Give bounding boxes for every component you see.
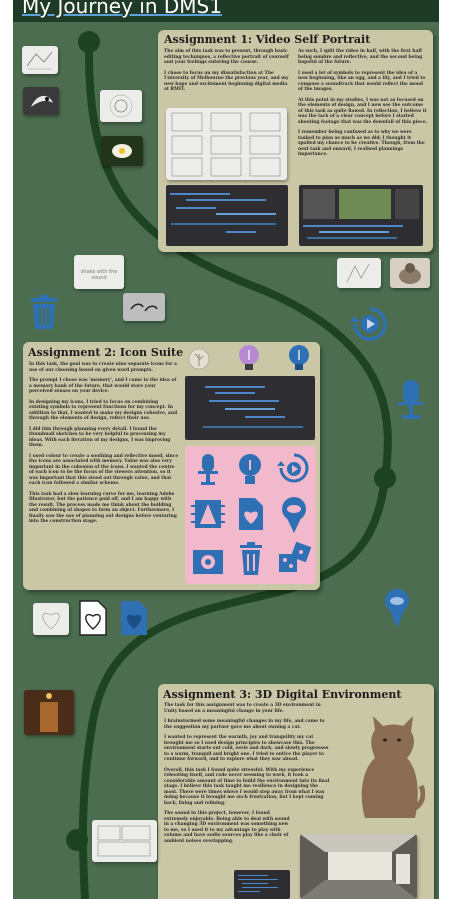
- assignment-1-card: Assignment 1: Video Self Portrait The ai…: [158, 30, 433, 252]
- heart-sketch-thumbnail[interactable]: [33, 603, 69, 635]
- tree-chip-icon: [191, 496, 225, 532]
- video-timeline-screenshot[interactable]: [166, 185, 288, 246]
- microphone-icon-large: [394, 378, 428, 424]
- replay-icon: [277, 452, 311, 486]
- board-title: My Journey in DMS1: [22, 0, 222, 18]
- birds-photo-thumbnail[interactable]: [123, 293, 165, 321]
- heart-file-outline-icon: [77, 598, 109, 638]
- heart-file-icon-blue: [118, 598, 150, 638]
- assignment-2-card: Assignment 2: Icon Suite In this task, t…: [23, 342, 320, 590]
- camera-icon: [191, 544, 225, 576]
- assignment-3-card: Assignment 3: 3D Digital Environment The…: [158, 684, 434, 899]
- lightbulb-icon-purple: [237, 344, 261, 374]
- dice-icon: [277, 542, 311, 578]
- cat-photo-thumbnail[interactable]: [390, 258, 430, 288]
- lightbulb-icon-blue: [287, 344, 311, 374]
- cloud-pin-icon-large: [384, 588, 410, 630]
- icon-suite-grid: [185, 446, 316, 584]
- replay-icon: [350, 305, 390, 343]
- video-editor-screenshot[interactable]: [299, 185, 423, 246]
- plant-sketch-icon: [188, 346, 210, 372]
- journey-board: My Journey in DMS1 Assignment 1: Video S…: [13, 0, 439, 899]
- heart-file-icon: [237, 496, 265, 532]
- lily-photo-thumbnail[interactable]: [101, 136, 143, 166]
- sound-sketch-note[interactable]: shake with the sound: [74, 255, 124, 289]
- hand-sketch-thumbnail[interactable]: [337, 258, 381, 288]
- lightbulb-icon: [237, 452, 263, 488]
- assignment-1-text-col-1: The aim of this task was to present, thr…: [164, 49, 289, 92]
- bird-photo-thumbnail[interactable]: [23, 87, 59, 115]
- assignment-1-title: Assignment 1: Video Self Portrait: [164, 33, 371, 46]
- assignment-1-text-col-2: As such, I split the video in half, with…: [298, 49, 428, 157]
- microphone-icon: [195, 452, 221, 488]
- sketch-thumbnail-1[interactable]: [22, 46, 58, 74]
- 3d-environment-screenshot[interactable]: [300, 834, 417, 899]
- trash-icon-small: [239, 542, 263, 576]
- assignment-2-text: In this task, the goal was to create nin…: [29, 362, 179, 524]
- header-bar: [13, 0, 439, 22]
- trash-icon: [29, 294, 59, 330]
- flower-sketch-thumbnail[interactable]: [100, 90, 142, 122]
- doorway-photo-thumbnail[interactable]: [24, 690, 74, 735]
- sketch-note-text: shake with the sound: [80, 269, 118, 281]
- cat-statue-image: [351, 710, 425, 822]
- floor-plan-sketch[interactable]: [92, 820, 157, 862]
- cloud-pin-icon: [281, 496, 307, 534]
- storyboard-image[interactable]: [166, 108, 287, 180]
- unity-code-screenshot[interactable]: [234, 870, 290, 899]
- illustrator-timeline-screenshot[interactable]: [185, 376, 315, 440]
- assignment-3-title: Assignment 3: 3D Digital Environment: [163, 688, 402, 701]
- assignment-3-text: The task for this assignment was to crea…: [164, 703, 330, 844]
- assignment-2-title: Assignment 2: Icon Suite: [28, 346, 184, 359]
